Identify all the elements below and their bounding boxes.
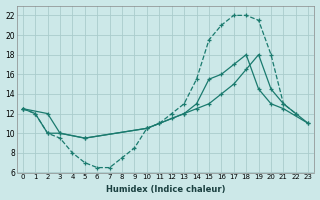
- X-axis label: Humidex (Indice chaleur): Humidex (Indice chaleur): [106, 185, 225, 194]
